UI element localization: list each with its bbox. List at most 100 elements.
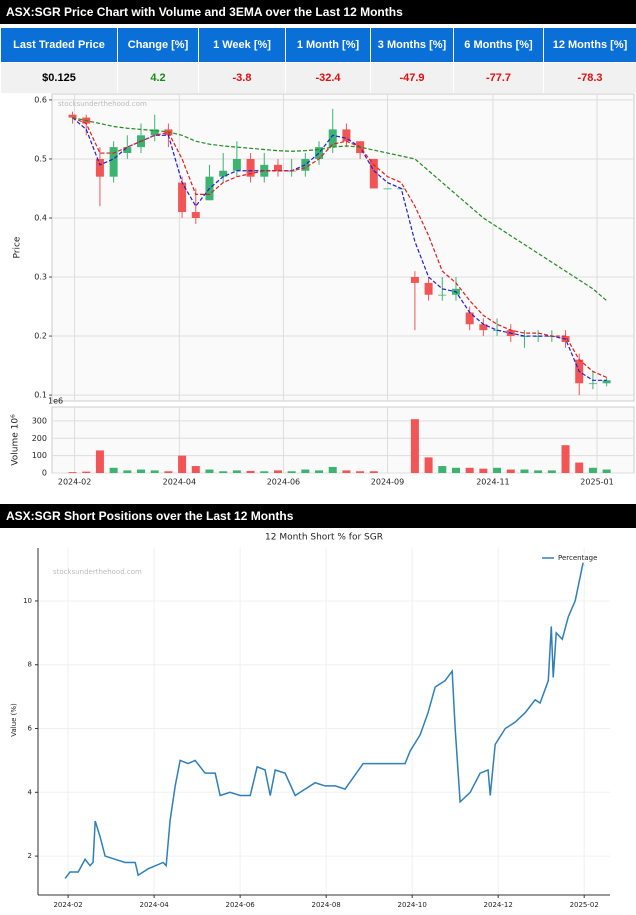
volume-bar bbox=[410, 419, 419, 473]
volume-bar bbox=[301, 469, 310, 473]
plot-area bbox=[51, 406, 635, 474]
watermark: stocksunderthehood.com bbox=[58, 100, 147, 108]
cell: -3.8 bbox=[198, 62, 286, 94]
candle-body bbox=[68, 114, 77, 118]
volume-bar bbox=[602, 469, 611, 473]
x-tick-label: 2024-02 bbox=[58, 478, 91, 487]
x-tick-label: 2024-11 bbox=[476, 478, 509, 487]
y-tick-label: 6 bbox=[28, 725, 33, 733]
x-tick-label: 2025-02 bbox=[570, 901, 599, 909]
volume-bar bbox=[205, 469, 214, 473]
candle-body bbox=[109, 147, 118, 177]
volume-bar bbox=[95, 450, 104, 473]
candle-body bbox=[150, 129, 159, 136]
candle-body bbox=[369, 158, 378, 189]
price-volume-chart: 0.1 0.2 0.3 0.4 0.5 0.6 stocksunderthehood.com… bbox=[11, 93, 635, 487]
candle-body bbox=[246, 158, 255, 177]
y-tick-label: 300 bbox=[32, 416, 47, 425]
volume-bar bbox=[369, 471, 378, 473]
x-tick-label: 2024-02 bbox=[53, 901, 82, 909]
candle-body bbox=[315, 147, 324, 159]
volume-bar bbox=[424, 457, 433, 473]
volume-bar bbox=[273, 470, 282, 473]
volume-bar bbox=[178, 455, 187, 473]
x-tick-label: 2025-01 bbox=[580, 478, 613, 487]
header-cell: 6 Months [%] bbox=[453, 27, 544, 63]
y-tick-label: 8 bbox=[28, 661, 32, 669]
x-tick-label: 2024-10 bbox=[398, 901, 427, 909]
y-tick-label: 10 bbox=[23, 597, 32, 605]
short-chart: 12 Month Short % for SGR 2024-02 2024-04 20… bbox=[10, 533, 610, 909]
cell: -78.3 bbox=[543, 62, 636, 94]
candle-body bbox=[410, 277, 419, 283]
y-tick-label: 4 bbox=[28, 788, 33, 796]
x-tick-label: 2024-12 bbox=[484, 901, 513, 909]
volume-bar bbox=[520, 469, 529, 473]
volume-bar bbox=[465, 467, 474, 473]
y-axis-label: Price bbox=[13, 236, 23, 258]
volume-bar bbox=[547, 470, 556, 473]
volume-bar bbox=[109, 467, 118, 473]
candle-body bbox=[438, 294, 447, 296]
y-tick-label: 100 bbox=[32, 451, 47, 460]
y-tick-label: 0.1 bbox=[34, 391, 47, 400]
volume-bar bbox=[68, 472, 77, 473]
volume-bar bbox=[342, 470, 351, 473]
x-tick-label: 2024-09 bbox=[371, 478, 404, 487]
volume-bar bbox=[493, 467, 502, 473]
volume-bar bbox=[328, 466, 337, 473]
volume-bar bbox=[506, 469, 515, 473]
section-title: ASX:SGR Short Positions over the Last 12… bbox=[0, 504, 636, 528]
candle-body bbox=[178, 182, 187, 213]
volume-bar bbox=[164, 471, 173, 473]
candle-body bbox=[588, 383, 597, 385]
candle-body bbox=[301, 158, 310, 171]
header-cell: 3 Months [%] bbox=[370, 27, 454, 63]
plot-area bbox=[51, 93, 635, 402]
candle-body bbox=[534, 336, 543, 337]
candle-body bbox=[479, 324, 488, 331]
ema-line bbox=[72, 117, 607, 378]
candle-body bbox=[383, 188, 392, 190]
volume-bar bbox=[561, 445, 570, 473]
y-axis-label: Value (%) bbox=[10, 703, 18, 737]
offset-label: 1e6 bbox=[48, 397, 63, 406]
candle-body bbox=[232, 158, 241, 171]
candle-body bbox=[342, 129, 351, 142]
header-cell: 12 Months [%] bbox=[543, 27, 636, 63]
cell: -32.4 bbox=[285, 62, 371, 94]
y-tick-label: 0.2 bbox=[34, 332, 47, 341]
candle-body bbox=[328, 129, 337, 148]
volume-bar bbox=[219, 471, 228, 473]
x-tick-label: 2024-04 bbox=[139, 901, 169, 909]
header-cell: 1 Week [%] bbox=[198, 27, 286, 63]
y-tick-label: 0.5 bbox=[34, 154, 47, 163]
volume-bar bbox=[82, 471, 91, 473]
cell: 4.2 bbox=[117, 62, 199, 94]
candle-body bbox=[424, 282, 433, 295]
y-tick-label: 2 bbox=[28, 852, 32, 860]
x-tick-label: 2024-06 bbox=[226, 901, 256, 909]
volume-bar bbox=[356, 471, 365, 473]
y-tick-label: 200 bbox=[32, 434, 47, 443]
volume-bar bbox=[232, 470, 241, 473]
volume-bar bbox=[246, 470, 255, 473]
volume-bar bbox=[315, 470, 324, 473]
volume-bar bbox=[287, 471, 296, 473]
legend-label: Percentage bbox=[558, 554, 597, 562]
short-line bbox=[64, 562, 584, 879]
header-cell: 1 Month [%] bbox=[285, 27, 371, 63]
y-axis-label: Volume 10⁶ bbox=[11, 414, 21, 466]
candle-body bbox=[273, 164, 282, 171]
y-tick-label: 0.6 bbox=[34, 95, 47, 104]
x-tick-label: 2024-06 bbox=[267, 478, 300, 487]
stats-table: Last Traded Price Change [%] 1 Week [%] 1 M… bbox=[0, 27, 636, 94]
volume-bar bbox=[150, 470, 159, 473]
candle-body bbox=[219, 170, 228, 177]
candle-body bbox=[95, 158, 104, 177]
section-title: ASX:SGR Price Chart with Volume and 3EMA… bbox=[0, 0, 636, 24]
volume-bar bbox=[588, 467, 597, 473]
volume-bar bbox=[260, 471, 269, 473]
x-tick-label: 2024-04 bbox=[163, 478, 196, 487]
cell: -77.7 bbox=[453, 62, 544, 94]
